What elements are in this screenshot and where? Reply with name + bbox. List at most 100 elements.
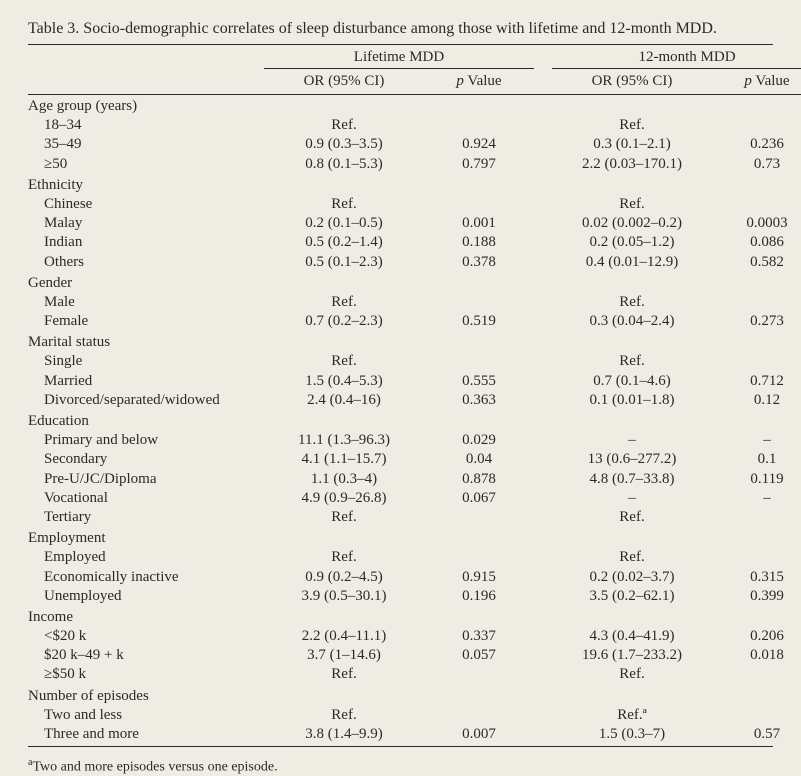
month12-or: 1.5 (0.3–7) (552, 725, 712, 744)
lifetime-or: 0.5 (0.1–2.3) (264, 253, 424, 272)
table-row: Economically inactive0.9 (0.2–4.5)0.9150… (28, 568, 801, 587)
lifetime-or: 0.8 (0.1–5.3) (264, 155, 424, 174)
lifetime-or: Ref. (264, 548, 424, 567)
lifetime-p (424, 293, 534, 312)
month12-p: 0.206 (712, 627, 801, 646)
month12-or: 0.2 (0.02–3.7) (552, 568, 712, 587)
lifetime-or: 3.7 (1–14.6) (264, 646, 424, 665)
group-header-12month: 12-month MDD (552, 45, 801, 69)
month12-or: 3.5 (0.2–62.1) (552, 587, 712, 606)
lifetime-p: 0.196 (424, 587, 534, 606)
group-header-lifetime: Lifetime MDD (264, 45, 534, 69)
lifetime-p (424, 706, 534, 725)
lifetime-or: 1.5 (0.4–5.3) (264, 372, 424, 391)
month12-p (712, 293, 801, 312)
table-row: Secondary4.1 (1.1–15.7)0.0413 (0.6–277.2… (28, 450, 801, 469)
month12-p (712, 116, 801, 135)
lifetime-p (424, 665, 534, 684)
month12-or: 0.7 (0.1–4.6) (552, 372, 712, 391)
month12-p: 0.236 (712, 135, 801, 154)
table-row: Indian0.5 (0.2–1.4)0.1880.2 (0.05–1.2)0.… (28, 233, 801, 252)
month12-or: 0.1 (0.01–1.8) (552, 391, 712, 410)
month12-p (712, 706, 801, 725)
table-row: Primary and below11.1 (1.3–96.3)0.029–– (28, 431, 801, 450)
month12-p (712, 665, 801, 684)
row-label: Two and less (28, 706, 264, 725)
table-row: ≥500.8 (0.1–5.3)0.7972.2 (0.03–170.1)0.7… (28, 155, 801, 174)
lifetime-p: 0.878 (424, 470, 534, 489)
table-row: Divorced/separated/widowed2.4 (0.4–16)0.… (28, 391, 801, 410)
month12-or: Ref. (552, 508, 712, 527)
row-label: Female (28, 312, 264, 331)
lifetime-p: 0.337 (424, 627, 534, 646)
lifetime-p: 0.797 (424, 155, 534, 174)
subhead-p-lifetime: p Value (424, 69, 534, 94)
lifetime-or: 4.9 (0.9–26.8) (264, 489, 424, 508)
subhead-or-12month: OR (95% CI) (552, 69, 712, 94)
section-header: Employment (28, 527, 801, 548)
lifetime-or: 0.9 (0.2–4.5) (264, 568, 424, 587)
section-title: Income (28, 606, 264, 627)
lifetime-or: 0.9 (0.3–3.5) (264, 135, 424, 154)
table-row: Married1.5 (0.4–5.3)0.5550.7 (0.1–4.6)0.… (28, 372, 801, 391)
sub-header-row: OR (95% CI) p Value OR (95% CI) p Value (28, 69, 801, 94)
row-label: Three and more (28, 725, 264, 744)
section-title: Education (28, 410, 264, 431)
subhead-p-12month: p Value (712, 69, 801, 94)
lifetime-p: 0.519 (424, 312, 534, 331)
lifetime-or: 3.8 (1.4–9.9) (264, 725, 424, 744)
row-label: Married (28, 372, 264, 391)
month12-p: – (712, 489, 801, 508)
month12-p: 0.315 (712, 568, 801, 587)
lifetime-or: 2.4 (0.4–16) (264, 391, 424, 410)
lifetime-p: 0.029 (424, 431, 534, 450)
lifetime-p: 0.915 (424, 568, 534, 587)
lifetime-p: 0.188 (424, 233, 534, 252)
month12-or: – (552, 489, 712, 508)
month12-or: Ref. (552, 293, 712, 312)
table-row: Female0.7 (0.2–2.3)0.5190.3 (0.04–2.4)0.… (28, 312, 801, 331)
lifetime-p (424, 195, 534, 214)
month12-p (712, 508, 801, 527)
month12-or: 2.2 (0.03–170.1) (552, 155, 712, 174)
row-label: ≥$50 k (28, 665, 264, 684)
month12-p: 0.273 (712, 312, 801, 331)
month12-or: 4.8 (0.7–33.8) (552, 470, 712, 489)
row-label: Male (28, 293, 264, 312)
table-row: Unemployed3.9 (0.5–30.1)0.1963.5 (0.2–62… (28, 587, 801, 606)
month12-or: Ref. (552, 195, 712, 214)
lifetime-p: 0.067 (424, 489, 534, 508)
month12-or: Ref. (552, 548, 712, 567)
section-title: Marital status (28, 331, 264, 352)
lifetime-or: 0.7 (0.2–2.3) (264, 312, 424, 331)
month12-p: 0.712 (712, 372, 801, 391)
month12-or: 4.3 (0.4–41.9) (552, 627, 712, 646)
row-label: Divorced/separated/widowed (28, 391, 264, 410)
month12-or: 0.4 (0.01–12.9) (552, 253, 712, 272)
row-label: $20 k–49 + k (28, 646, 264, 665)
month12-p: 0.12 (712, 391, 801, 410)
lifetime-p: 0.04 (424, 450, 534, 469)
footnote-text: Two and more episodes versus one episode… (32, 760, 277, 775)
section-header: Education (28, 410, 801, 431)
month12-p: 0.119 (712, 470, 801, 489)
row-label: Tertiary (28, 508, 264, 527)
row-label: Pre-U/JC/Diploma (28, 470, 264, 489)
row-label: Vocational (28, 489, 264, 508)
month12-p: 0.086 (712, 233, 801, 252)
table-row: Pre-U/JC/Diploma1.1 (0.3–4)0.8784.8 (0.7… (28, 470, 801, 489)
month12-or: Ref.ª (552, 706, 712, 725)
table-body: Age group (years)18–34Ref.Ref.35–490.9 (… (28, 95, 801, 745)
month12-or: 0.02 (0.002–0.2) (552, 214, 712, 233)
lifetime-p (424, 508, 534, 527)
month12-p: 0.0003 (712, 214, 801, 233)
month12-p: 0.018 (712, 646, 801, 665)
month12-or: Ref. (552, 352, 712, 371)
section-header: Ethnicity (28, 174, 801, 195)
row-label: Others (28, 253, 264, 272)
table-row: TertiaryRef.Ref. (28, 508, 801, 527)
lifetime-or: Ref. (264, 293, 424, 312)
lifetime-p: 0.363 (424, 391, 534, 410)
section-header: Age group (years) (28, 95, 801, 117)
table-footnote: aTwo and more episodes versus one episod… (28, 747, 773, 776)
